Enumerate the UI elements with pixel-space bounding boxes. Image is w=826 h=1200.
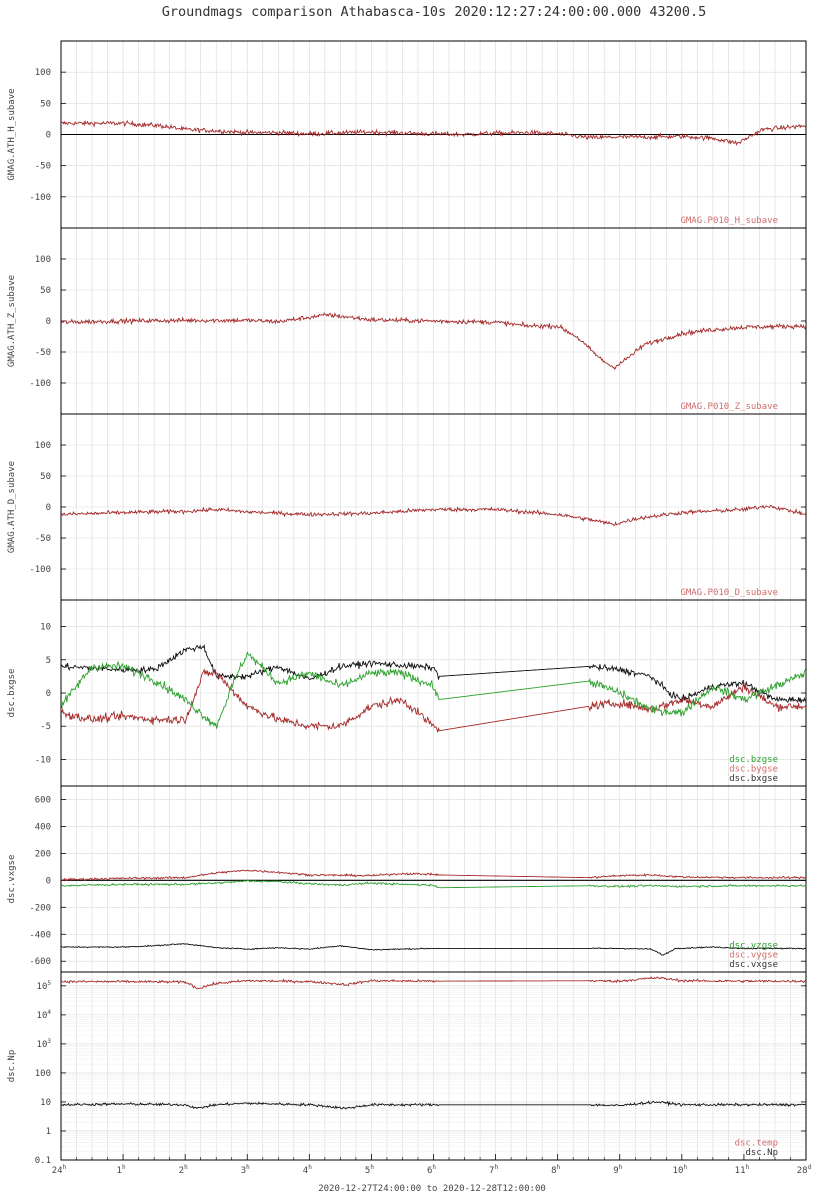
legend-entry: dsc.vxgse xyxy=(729,960,778,970)
y-tick-label: 0 xyxy=(46,317,51,327)
series-line-1 xyxy=(61,869,806,882)
legend-entry: dsc.Np xyxy=(745,1148,778,1158)
legend-entry: dsc.bygse xyxy=(729,765,778,775)
y-tick-label: -600 xyxy=(29,957,51,967)
y-tick-label: 5 xyxy=(46,656,51,666)
y-tick-label: -10 xyxy=(35,755,51,765)
y-axis-label: GMAG.ATH_Z_subave xyxy=(7,275,17,367)
y-tick-label: 50 xyxy=(40,472,51,482)
chart-title: Groundmags comparison Athabasca-10s 2020… xyxy=(162,4,707,20)
x-axis: 24h 1h 2h 3h 4h 5h 6h 7h 8h 9h 10h 11h 28d xyxy=(52,1154,812,1176)
y-axis-label: dsc.vxgse xyxy=(7,855,17,904)
x-tick-label: 5h xyxy=(365,1164,374,1176)
panel-grid xyxy=(61,228,806,414)
y-tick-label: -200 xyxy=(29,903,51,913)
panel-5: 600 400 200 0 -200 -400 -600 dsc.vxgse dsc.vzgse… xyxy=(7,785,807,973)
panel-grid xyxy=(61,600,806,786)
y-tick-label: -100 xyxy=(29,379,51,389)
x-tick-label: 6h xyxy=(427,1164,436,1176)
series-line-1 xyxy=(61,643,806,704)
y-tick-label: 50 xyxy=(40,99,51,109)
y-axis-label: GMAG.ATH_D_subave xyxy=(7,461,17,553)
x-tick-label: 24h xyxy=(52,1164,67,1176)
y-tick-label: -50 xyxy=(35,534,51,544)
y-tick-label: -50 xyxy=(35,348,51,358)
y-tick-label: 0 xyxy=(46,689,51,699)
y-tick-label: 1 xyxy=(46,1127,51,1137)
panel-4: 1050-5-10dsc.bxgsedsc.bzgsedsc.bygsedsc.… xyxy=(7,599,807,787)
y-tick-label: 50 xyxy=(40,286,51,296)
y-axis-label: dsc.bxgse xyxy=(7,669,17,718)
panel-3: 100 50 0 -50 -100 GMAG.ATH_D_subave GMAG.P010_… xyxy=(7,413,807,601)
y-tick-label: 400 xyxy=(35,822,51,832)
x-tick-label: 4h xyxy=(303,1164,312,1176)
series-line-3 xyxy=(61,943,806,956)
x-tick-label: 8h xyxy=(551,1164,560,1176)
y-tick-label: -50 xyxy=(35,162,51,172)
y-tick-label: 100 xyxy=(35,255,51,265)
y-tick-label: 100 xyxy=(35,68,51,78)
series-line-2 xyxy=(61,879,806,889)
y-tick-label: 10 xyxy=(40,1098,51,1108)
series-line-3 xyxy=(61,651,806,730)
y-tick-label: -400 xyxy=(29,930,51,940)
legend-entry: dsc.vygse xyxy=(729,951,778,961)
x-tick-label: 1h xyxy=(117,1164,126,1176)
panel-2: 100 50 0 -50 -100 GMAG.ATH_Z_subave GMAG.P010_… xyxy=(7,227,807,415)
y-tick-label: 100 xyxy=(35,441,51,451)
y-tick-label: 600 xyxy=(35,795,51,805)
series-line-1 xyxy=(61,312,806,371)
series-line-2 xyxy=(61,1100,806,1110)
legend-entry: GMAG.P010_D_subave xyxy=(680,588,778,598)
legend-entry: GMAG.P010_H_subave xyxy=(680,216,778,226)
x-tick-label: 10h xyxy=(673,1164,688,1176)
y-tick-label: 10 xyxy=(40,623,51,633)
x-tick-label: 9h xyxy=(613,1164,622,1176)
legend-entry: dsc.bzgse xyxy=(729,755,778,765)
legend-entry: dsc.vzgse xyxy=(729,941,778,951)
panel-grid xyxy=(61,971,806,1161)
y-tick-label: 100 xyxy=(35,1069,51,1079)
series-line-1 xyxy=(61,976,806,990)
x-end-label: 28d xyxy=(797,1164,812,1176)
y-tick-label: -100 xyxy=(29,193,51,203)
x-tick-label: 3h xyxy=(241,1164,250,1176)
x-tick-label: 2h xyxy=(179,1164,188,1176)
legend-entry: dsc.temp xyxy=(735,1139,778,1149)
y-axis-label: dsc.Np xyxy=(7,1050,17,1083)
y-tick-label: 104 xyxy=(37,1009,52,1021)
series-line-1 xyxy=(61,504,806,527)
time-range-label: 2020-12-27T24:00:00 to 2020-12-28T12:00:… xyxy=(318,1184,546,1194)
chart-panels: 100500-50-100GMAG.ATH_H_subaveGMAG.P010_… xyxy=(7,40,807,1166)
y-tick-label: 0 xyxy=(46,876,51,886)
x-tick-label: 7h xyxy=(489,1164,498,1176)
legend-entry: GMAG.P010_Z_subave xyxy=(680,402,778,412)
y-axis-label: GMAG.ATH_H_subave xyxy=(7,88,17,180)
y-tick-label: 103 xyxy=(37,1038,52,1050)
y-tick-label: -100 xyxy=(29,565,51,575)
panel-1: 100 50 0 -50 -100 GMAG.ATH_H_subave GMAG.P010_… xyxy=(7,40,807,229)
y-tick-label: 0.1 xyxy=(35,1156,51,1166)
series-line-1 xyxy=(61,119,806,146)
x-tick-label: 11h xyxy=(735,1164,750,1176)
y-tick-label: 105 xyxy=(37,980,52,992)
legend-entry: dsc.bxgse xyxy=(729,774,778,784)
y-tick-label: -5 xyxy=(40,722,51,732)
y-tick-label: 0 xyxy=(46,503,51,513)
series-line-2 xyxy=(61,668,806,733)
y-tick-label: 0 xyxy=(46,131,51,141)
panel-grid xyxy=(61,414,806,600)
y-tick-label: 200 xyxy=(35,849,51,859)
